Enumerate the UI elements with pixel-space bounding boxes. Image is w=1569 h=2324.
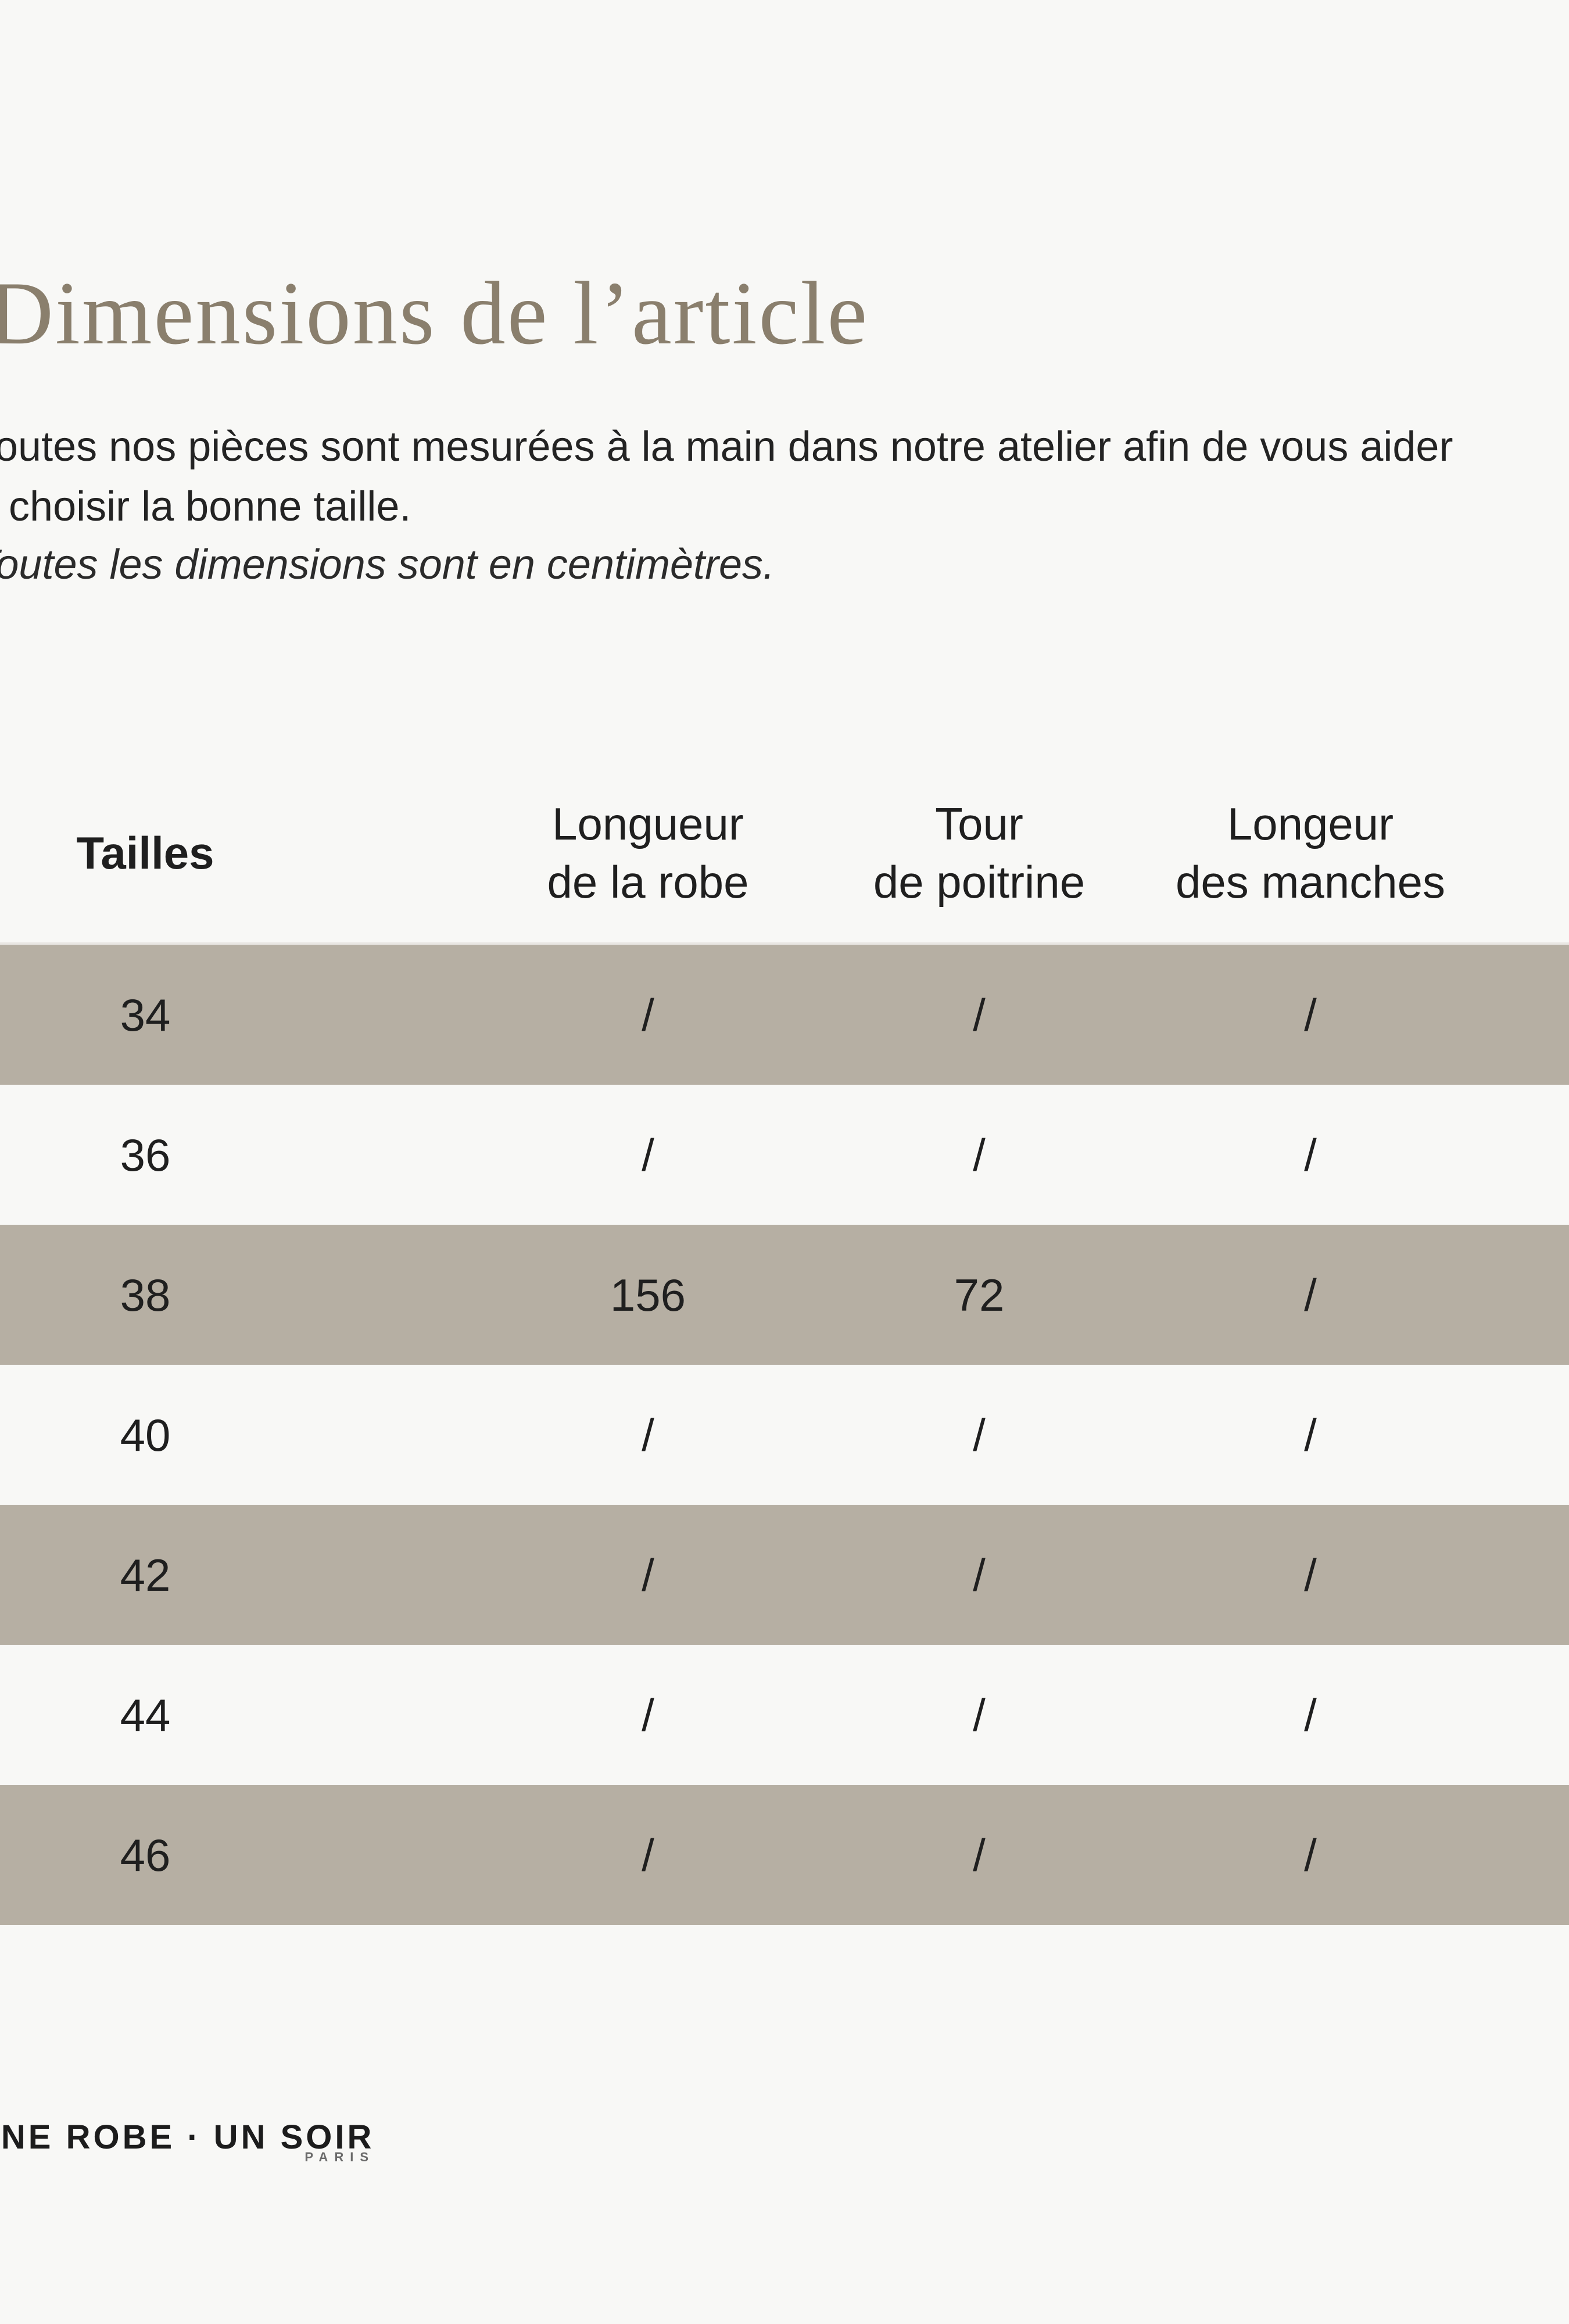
cell-longueur-robe: / (642, 1689, 654, 1741)
intro-text: Toutes nos pièces sont mesurées à la mai… (0, 417, 1453, 537)
table-row-40: 40 / / / (0, 1365, 1569, 1505)
header-longueur-robe-line2: de la robe (547, 856, 749, 908)
header-tour-poitrine-line1: Tour (935, 798, 1023, 849)
table-row-44: 44 / / / (0, 1645, 1569, 1785)
cell-size: 34 (120, 989, 171, 1041)
cell-longueur-robe: / (642, 1129, 654, 1181)
cell-tour-poitrine: / (973, 1689, 986, 1741)
header-longueur-robe: Longueur de la robe (482, 795, 814, 911)
table-row-38: 38 156 72 / (0, 1225, 1569, 1365)
cell-longueur-robe: / (642, 1829, 654, 1881)
page-title: Dimensions de l’article (0, 263, 869, 363)
table-row-36: 36 / / / (0, 1085, 1569, 1225)
table-row-42: 42 / / / (0, 1505, 1569, 1645)
cell-size: 40 (120, 1409, 171, 1461)
header-longeur-manches: Longeur des manches (1145, 795, 1476, 911)
table-row-46: 46 / / / (0, 1785, 1569, 1925)
brand-city: PARIS (305, 2150, 375, 2164)
header-longeur-manches-line2: des manches (1176, 856, 1445, 908)
units-note: Toutes les dimensions sont en centimètre… (0, 541, 775, 588)
intro-line-1: Toutes nos pièces sont mesurées à la mai… (0, 424, 1453, 470)
cell-longeur-manches: / (1304, 1829, 1317, 1881)
cell-size: 42 (120, 1549, 171, 1601)
cell-longueur-robe: 156 (610, 1269, 686, 1321)
header-tour-poitrine-line2: de poitrine (873, 856, 1086, 908)
cell-tour-poitrine: / (973, 989, 986, 1041)
header-longeur-manches-line1: Longeur (1227, 798, 1394, 849)
cell-size: 46 (120, 1829, 171, 1881)
size-table-header: Tailles Longueur de la robe Tour de poit… (0, 795, 1569, 908)
cell-longeur-manches: / (1304, 1409, 1317, 1461)
header-longueur-robe-line1: Longueur (552, 798, 744, 849)
header-row: Tailles Longueur de la robe Tour de poit… (0, 795, 1476, 908)
cell-longeur-manches: / (1304, 1129, 1317, 1181)
cell-tour-poitrine: 72 (954, 1269, 1005, 1321)
cell-longeur-manches: / (1304, 989, 1317, 1041)
table-row-34: 34 / / / (0, 945, 1569, 1085)
header-tailles: Tailles (76, 827, 214, 878)
cell-tour-poitrine: / (973, 1829, 986, 1881)
intro-line-2: à choisir la bonne taille. (0, 483, 411, 530)
cell-tour-poitrine: / (973, 1549, 986, 1601)
cell-tour-poitrine: / (973, 1409, 986, 1461)
cell-longueur-robe: / (642, 989, 654, 1041)
cell-size: 38 (120, 1269, 171, 1321)
cell-longueur-robe: / (642, 1549, 654, 1601)
cell-longeur-manches: / (1304, 1269, 1317, 1321)
cell-tour-poitrine: / (973, 1129, 986, 1181)
cell-size: 44 (120, 1689, 171, 1741)
size-table-body: 34 / / / 36 / / / 38 156 72 / (0, 942, 1569, 1925)
cell-longeur-manches: / (1304, 1689, 1317, 1741)
brand-wordmark: UNE ROBE · UN SOIR (0, 2118, 375, 2156)
header-tour-poitrine: Tour de poitrine (814, 795, 1145, 911)
cell-longueur-robe: / (642, 1409, 654, 1461)
cell-longeur-manches: / (1304, 1549, 1317, 1601)
cell-size: 36 (120, 1129, 171, 1181)
